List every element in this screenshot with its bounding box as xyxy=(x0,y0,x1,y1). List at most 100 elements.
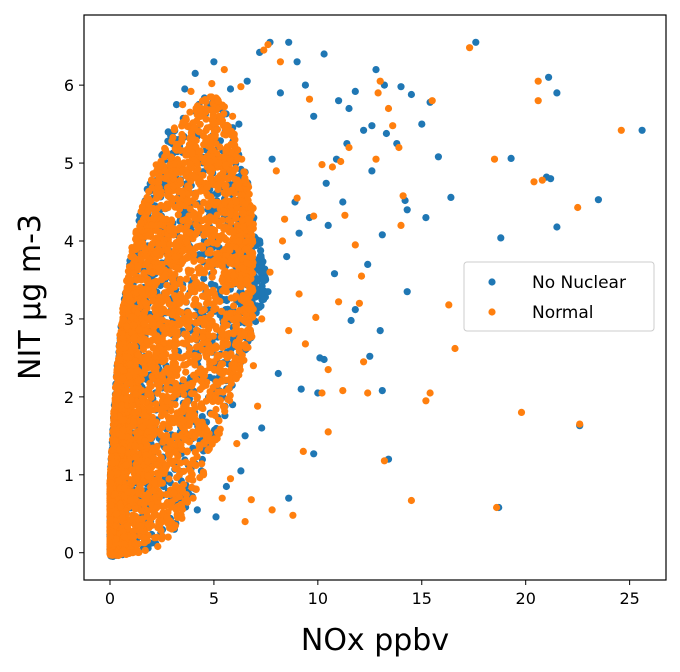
data-point-normal xyxy=(357,272,366,280)
data-point-normal xyxy=(129,515,137,523)
data-point-no-nuclear xyxy=(339,198,347,206)
x-tick-label: 20 xyxy=(516,589,536,608)
data-point-normal xyxy=(187,87,195,95)
data-point-normal xyxy=(137,256,145,264)
data-point-normal xyxy=(140,320,148,328)
data-point-normal xyxy=(221,198,229,206)
data-point-normal xyxy=(170,326,179,334)
data-point-normal xyxy=(183,397,191,405)
legend-box xyxy=(463,261,655,332)
data-point-normal xyxy=(235,347,243,356)
data-point-normal xyxy=(126,277,134,285)
data-point-normal xyxy=(162,445,170,453)
data-point-normal xyxy=(237,83,245,91)
data-point-normal xyxy=(193,394,201,403)
data-point-normal xyxy=(229,112,237,120)
data-point-normal xyxy=(185,243,193,252)
data-point-normal xyxy=(154,264,162,272)
x-tick-label: 15 xyxy=(412,589,432,608)
data-point-normal xyxy=(110,408,118,416)
data-point-normal xyxy=(137,522,145,530)
data-point-normal xyxy=(241,245,249,253)
data-point-normal xyxy=(116,550,124,558)
data-point-no-nuclear xyxy=(472,38,480,46)
data-point-normal xyxy=(196,444,204,452)
data-point-no-nuclear xyxy=(320,50,328,58)
data-point-no-nuclear xyxy=(226,85,235,93)
data-point-normal xyxy=(258,315,266,323)
data-point-normal xyxy=(144,278,152,286)
data-point-normal xyxy=(120,540,128,548)
data-point-no-nuclear xyxy=(347,316,355,325)
data-point-normal xyxy=(142,355,150,363)
data-point-normal xyxy=(220,403,229,411)
data-point-normal xyxy=(198,292,207,300)
data-point-normal xyxy=(232,292,240,300)
data-point-normal xyxy=(161,308,170,316)
data-point-normal xyxy=(154,542,162,551)
data-point-normal xyxy=(202,300,211,308)
data-point-normal xyxy=(176,223,184,231)
data-point-no-nuclear xyxy=(422,214,430,222)
data-point-no-nuclear xyxy=(301,81,309,89)
data-point-normal xyxy=(147,382,155,390)
data-point-normal xyxy=(272,167,280,175)
data-point-normal xyxy=(380,457,388,465)
data-point-normal xyxy=(234,154,242,162)
data-point-normal xyxy=(176,176,184,184)
data-point-normal xyxy=(428,97,436,105)
data-point-normal xyxy=(301,340,309,348)
data-point-normal xyxy=(229,169,237,177)
data-point-no-nuclear xyxy=(207,280,215,288)
data-point-normal xyxy=(397,221,405,229)
data-point-normal xyxy=(157,518,166,526)
data-point-normal xyxy=(106,485,114,494)
data-point-normal xyxy=(176,275,184,283)
data-point-normal xyxy=(576,420,584,428)
data-point-normal xyxy=(125,353,133,361)
data-point-normal xyxy=(130,334,138,342)
data-point-normal xyxy=(160,469,168,477)
data-point-normal xyxy=(137,219,145,227)
data-point-normal xyxy=(209,114,217,122)
data-point-normal xyxy=(111,490,119,498)
data-point-no-nuclear xyxy=(360,126,368,134)
data-point-normal xyxy=(172,379,180,387)
data-point-normal xyxy=(241,341,249,349)
data-point-normal xyxy=(166,226,174,234)
data-point-no-nuclear xyxy=(268,155,276,163)
data-point-normal xyxy=(187,468,195,476)
data-point-no-nuclear xyxy=(335,97,343,105)
data-point-normal xyxy=(125,372,133,380)
data-point-normal xyxy=(131,408,139,416)
data-point-no-nuclear xyxy=(378,387,386,395)
legend-label-no-nuclear: No Nuclear xyxy=(532,273,626,293)
data-point-normal xyxy=(212,250,220,258)
data-point-no-nuclear xyxy=(310,112,318,120)
data-point-no-nuclear xyxy=(198,413,206,421)
data-point-normal xyxy=(168,137,176,145)
data-point-normal xyxy=(131,343,139,351)
data-point-normal xyxy=(208,80,216,88)
data-point-no-nuclear xyxy=(345,104,353,113)
data-point-normal xyxy=(206,158,214,166)
data-point-no-nuclear xyxy=(368,167,376,175)
data-point-normal xyxy=(312,313,320,321)
data-point-normal xyxy=(144,391,152,399)
data-point-no-nuclear xyxy=(297,385,305,393)
legend-marker-no-nuclear xyxy=(488,278,496,286)
data-point-normal xyxy=(173,409,181,417)
data-point-no-nuclear xyxy=(259,289,267,297)
data-point-normal xyxy=(112,535,120,543)
data-point-normal xyxy=(107,453,116,461)
data-point-normal xyxy=(218,101,226,109)
data-point-normal xyxy=(179,118,187,126)
data-point-normal xyxy=(167,407,175,415)
data-point-normal xyxy=(210,127,218,135)
data-point-normal xyxy=(168,171,176,179)
data-point-normal xyxy=(123,323,131,331)
data-point-normal xyxy=(179,376,187,384)
data-point-no-nuclear xyxy=(193,506,201,514)
